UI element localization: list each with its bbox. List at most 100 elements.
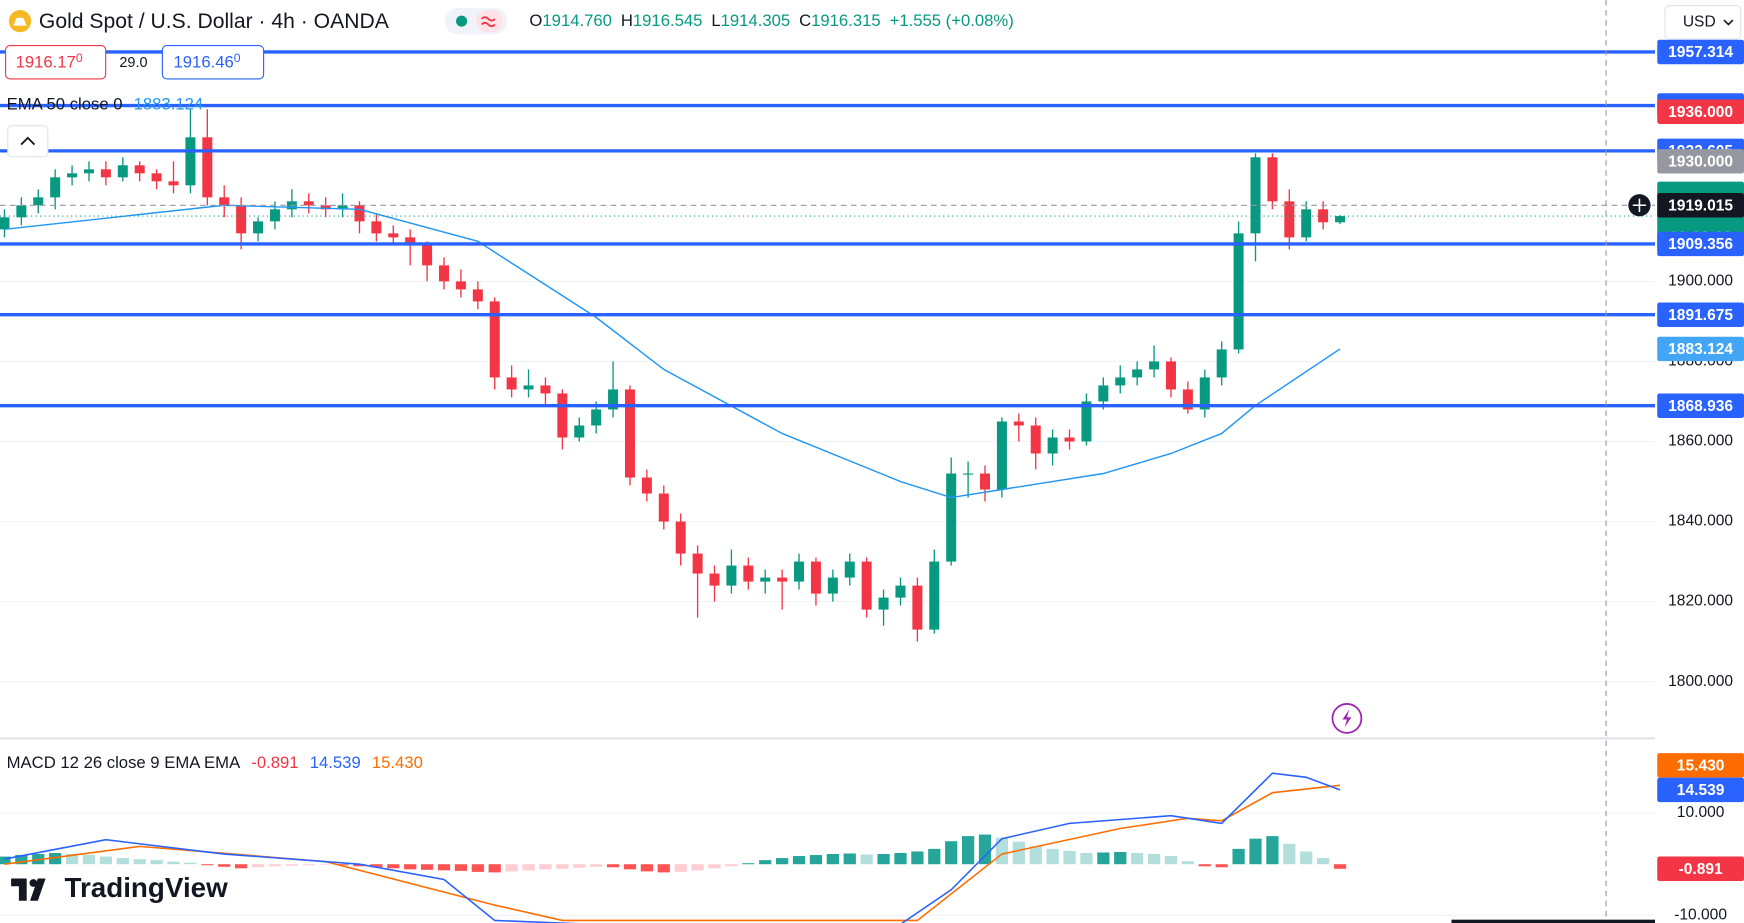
symbol-logo-icon <box>13 17 27 26</box>
ohlc-value: 1914.760 <box>542 12 612 31</box>
macd-tag <box>1657 777 1744 803</box>
candle-body <box>946 473 957 562</box>
buy-price[interactable]: 1916.460 <box>174 51 241 72</box>
histogram-bar <box>860 854 873 865</box>
currency: USD <box>1683 13 1716 30</box>
symbol-title[interactable]: Gold Spot / U.S. Dollar · 4h · OANDA <box>39 10 390 33</box>
histogram-bar <box>708 864 721 869</box>
candle-body <box>16 205 27 218</box>
brand-name: TradingView <box>65 872 229 903</box>
level-tag <box>1657 302 1744 327</box>
level-tag-label: 1909.356 <box>1668 236 1733 253</box>
sell-price[interactable]: 1916.170 <box>16 51 83 72</box>
histogram-bar <box>623 864 637 870</box>
histogram-bar <box>82 855 96 865</box>
histogram-bar <box>725 864 738 867</box>
candle-body <box>912 585 923 630</box>
candle-body <box>100 169 111 178</box>
currency-button[interactable] <box>1664 5 1742 40</box>
histogram-bar <box>539 864 552 870</box>
candle-body <box>979 473 991 490</box>
crosshair-tag-label: 1919.015 <box>1668 197 1733 214</box>
ema-tag-label: 1883.124 <box>1668 341 1733 358</box>
collapse-button[interactable] <box>7 125 49 158</box>
histogram-bar <box>945 841 958 865</box>
candle-body <box>523 385 534 390</box>
histogram-bar <box>843 853 856 865</box>
histogram-bar <box>674 864 687 872</box>
currency-caret <box>1723 19 1734 26</box>
candles <box>0 109 1346 642</box>
candle-body <box>1165 361 1176 390</box>
candle-body <box>1013 421 1024 426</box>
candle-body <box>557 393 568 438</box>
ohlc-value: 1916.315 <box>811 12 881 31</box>
histogram-bar <box>1249 838 1262 865</box>
candle-body <box>320 205 331 210</box>
plot <box>0 50 1656 923</box>
buy-price-sub: 0 <box>234 51 241 65</box>
histogram-bar <box>826 854 839 865</box>
histogram-bar <box>235 864 248 869</box>
ema-tag <box>1657 336 1744 362</box>
ema-line <box>4 204 1341 499</box>
candle-body <box>185 137 196 186</box>
buy-button[interactable] <box>161 45 265 80</box>
y-tick-label: 1820.000 <box>1668 593 1733 610</box>
histogram-bar <box>505 864 518 872</box>
histogram-bar <box>590 864 603 867</box>
histogram-bar <box>1283 843 1296 865</box>
ohlc-key: O <box>529 12 542 31</box>
ema-value: 1883.124 <box>134 95 204 114</box>
macd-line-value: 14.539 <box>310 753 361 772</box>
histogram-bar <box>522 864 535 871</box>
sell-price-main: 1916.17 <box>16 53 76 72</box>
macd-signal-value: 15.430 <box>372 753 423 772</box>
candle-body <box>253 221 264 234</box>
candle-body <box>151 173 162 182</box>
histogram-bar <box>742 863 755 865</box>
histogram-bar <box>1131 852 1144 865</box>
histogram-bar <box>251 864 265 868</box>
candle-body <box>1047 437 1058 454</box>
y-tick-label: 1800.000 <box>1668 673 1733 690</box>
ohlc-key: H <box>621 12 633 31</box>
candle-body <box>591 409 602 426</box>
histogram-bar <box>1046 848 1059 865</box>
sell-button[interactable] <box>5 45 107 80</box>
macd-pane <box>0 772 1347 923</box>
candle-body <box>794 561 805 582</box>
histogram-bar <box>218 864 231 867</box>
histogram-bar <box>961 836 975 865</box>
crosshair-tag <box>1657 193 1744 218</box>
buy-price-main: 1916.46 <box>174 53 234 72</box>
y-tick-label: -10.000 <box>1674 906 1727 923</box>
candle-body <box>844 561 855 578</box>
brand[interactable]: TradingView <box>11 872 228 903</box>
candle-body <box>1301 209 1312 238</box>
histogram-bar <box>1198 864 1211 867</box>
histogram-bar <box>556 864 569 869</box>
y-tick-label: 1860.000 <box>1668 433 1733 450</box>
histogram-bar <box>404 864 417 870</box>
ohlc-value: 1916.545 <box>633 12 703 31</box>
candle-body <box>202 137 213 198</box>
spread: 29.0 <box>119 55 147 71</box>
candle-body <box>1064 437 1075 442</box>
histogram-bar <box>370 864 383 868</box>
level-tag-group: 1891.675 <box>1657 302 1744 327</box>
candle-body <box>608 389 619 410</box>
price-tag-group: 1936.000 <box>1657 99 1744 124</box>
histogram-bar <box>759 860 772 865</box>
histogram-bar <box>454 864 468 871</box>
histogram-bar <box>911 851 924 865</box>
candle-body <box>236 205 247 234</box>
candle-body <box>624 389 635 478</box>
ohlc-key: L <box>711 12 720 31</box>
ohlc-legend: O1914.760 H1916.545 L1914.305 C1916.315 +1.5… <box>529 12 1013 31</box>
histogram-bar <box>471 864 484 872</box>
level-tag-label: 1957.314 <box>1668 44 1733 61</box>
candle-body <box>895 585 906 598</box>
candle-body <box>337 205 348 210</box>
candle-body <box>1216 349 1227 378</box>
